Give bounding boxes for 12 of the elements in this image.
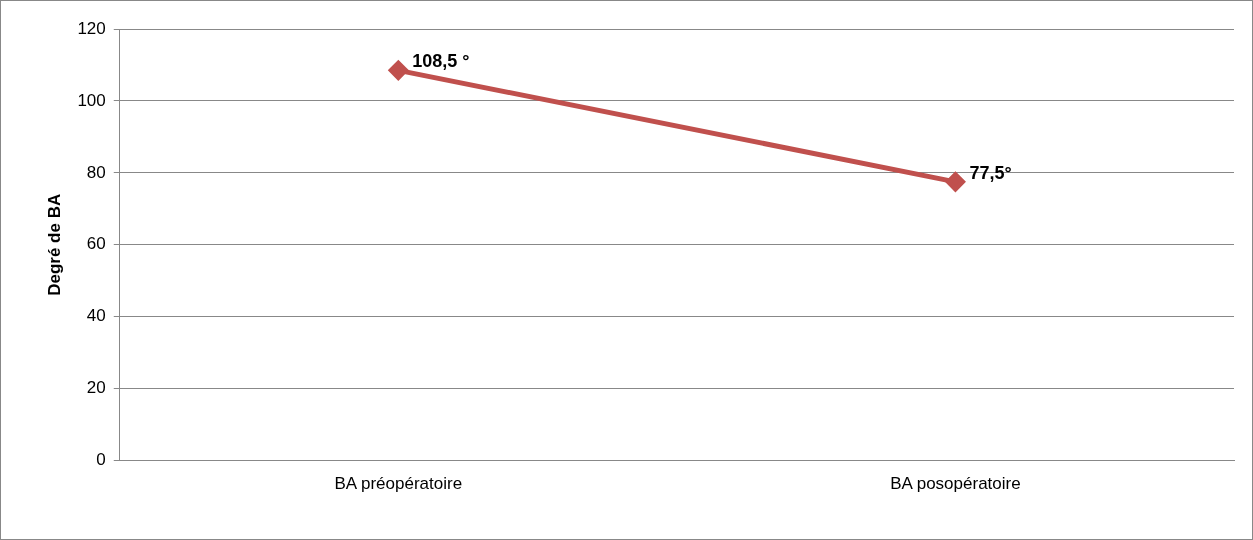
y-tick-label: 60 — [86, 234, 106, 254]
y-tick-label: 0 — [96, 450, 106, 470]
data-label: 77,5° — [969, 162, 1012, 183]
y-axis-title: Degré de BA — [44, 193, 64, 296]
y-tick-label: 120 — [77, 18, 106, 38]
x-tick-label: BA posopératoire — [890, 474, 1021, 494]
y-tick-label: 20 — [86, 378, 106, 398]
x-tick-label: BA préopératoire — [334, 474, 463, 494]
y-tick-label: 100 — [77, 90, 106, 110]
y-tick-label: 40 — [86, 306, 106, 326]
data-label: 108,5 ° — [412, 51, 470, 72]
y-tick-label: 80 — [86, 162, 106, 182]
